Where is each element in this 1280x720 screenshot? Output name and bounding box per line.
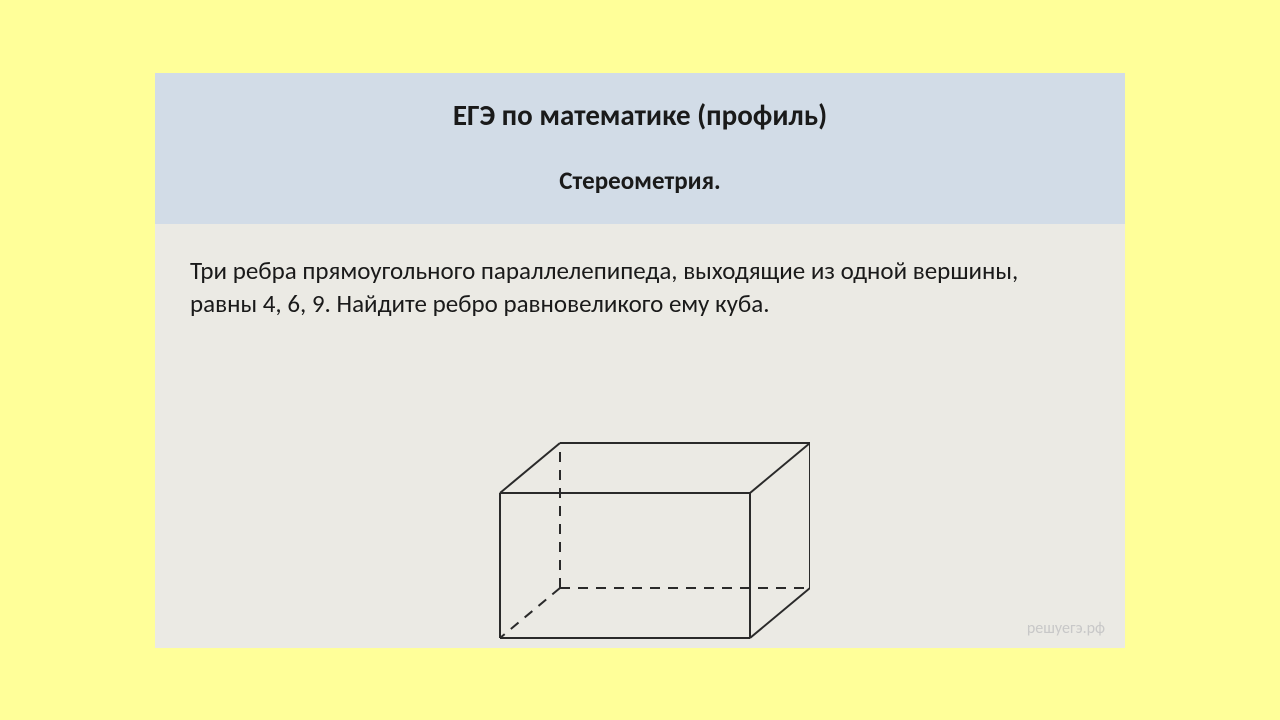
box-diagram [470,423,810,648]
problem-text: Три ребра прямоугольного параллелепипеда… [190,254,1090,322]
watermark: решуегэ.рф [1027,619,1105,638]
box-svg [470,423,810,643]
body: Три ребра прямоугольного параллелепипеда… [155,224,1125,648]
page-title: ЕГЭ по математике (профиль) [175,97,1105,133]
slide-card: ЕГЭ по математике (профиль) Стереометрия… [155,73,1125,648]
page-subtitle: Стереометрия. [175,165,1105,196]
header: ЕГЭ по математике (профиль) Стереометрия… [155,73,1125,224]
